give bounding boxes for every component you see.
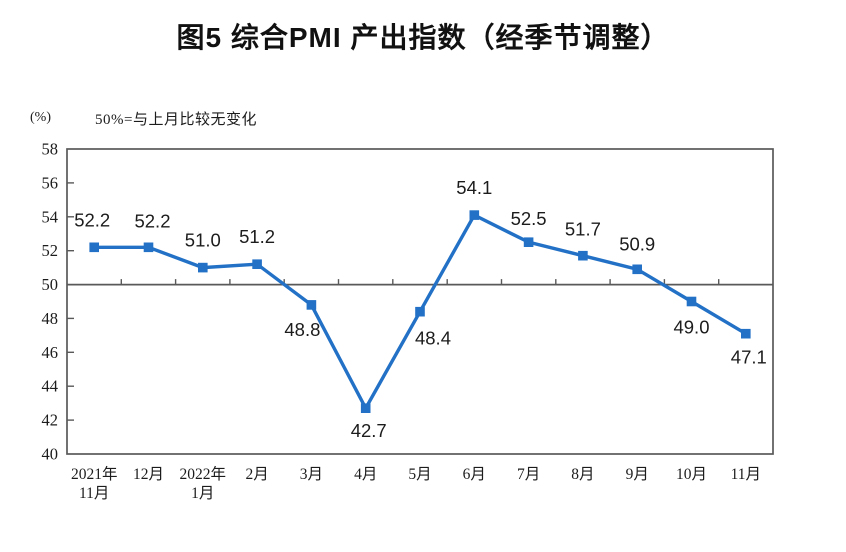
svg-text:52.2: 52.2	[134, 210, 170, 231]
svg-text:51.2: 51.2	[239, 226, 275, 247]
svg-text:52.2: 52.2	[74, 209, 110, 230]
svg-text:50: 50	[42, 275, 59, 294]
svg-text:42.7: 42.7	[351, 420, 387, 441]
svg-text:7月: 7月	[517, 466, 540, 483]
data-point-markers	[89, 210, 751, 413]
svg-text:54: 54	[42, 207, 59, 226]
svg-text:10月: 10月	[676, 466, 707, 483]
reference-line-note: 50%=与上月比较无变化	[95, 112, 257, 128]
svg-text:11月: 11月	[731, 466, 761, 483]
svg-text:42: 42	[42, 411, 59, 430]
svg-text:54.1: 54.1	[456, 177, 492, 198]
svg-text:6月: 6月	[463, 466, 486, 483]
svg-text:56: 56	[42, 173, 59, 192]
svg-text:46: 46	[42, 343, 59, 362]
svg-text:3月: 3月	[300, 466, 323, 483]
svg-text:48: 48	[42, 309, 59, 328]
svg-text:40: 40	[42, 445, 59, 464]
svg-text:49.0: 49.0	[673, 317, 709, 338]
svg-text:9月: 9月	[626, 466, 649, 483]
svg-text:44: 44	[42, 377, 59, 396]
plot-frame	[66, 148, 774, 455]
svg-text:48.4: 48.4	[415, 328, 451, 349]
x-axis-labels: 2021年 11月 12月 2022年 1月 2月 3月 4月 5月 6月 7月 8月 9月 10月 11月	[71, 465, 761, 502]
svg-text:50.9: 50.9	[619, 233, 655, 254]
reference-line	[67, 279, 773, 286]
y-axis: 40 42 44 46 48 50 52 54 56 58	[42, 140, 74, 464]
svg-text:2月: 2月	[245, 466, 268, 483]
data-labels: 52.2 52.2 51.0 51.2 48.8 42.7 48.4 54.1 52.5 51.7…	[74, 177, 767, 441]
svg-text:52: 52	[42, 241, 59, 260]
svg-text:52.5: 52.5	[511, 208, 547, 229]
svg-text:47.1: 47.1	[731, 347, 767, 368]
svg-text:58: 58	[42, 140, 59, 159]
chart-title: 图5 综合PMI 产出指数（经季节调整）	[176, 22, 670, 53]
svg-text:51.7: 51.7	[565, 219, 601, 240]
svg-text:51.0: 51.0	[185, 230, 221, 251]
svg-text:4月: 4月	[354, 466, 377, 483]
svg-text:12月: 12月	[133, 466, 164, 483]
svg-text:8月: 8月	[571, 466, 594, 483]
svg-text:48.8: 48.8	[284, 319, 320, 340]
y-axis-unit-label: (%)	[30, 110, 51, 125]
svg-text:5月: 5月	[408, 466, 431, 483]
